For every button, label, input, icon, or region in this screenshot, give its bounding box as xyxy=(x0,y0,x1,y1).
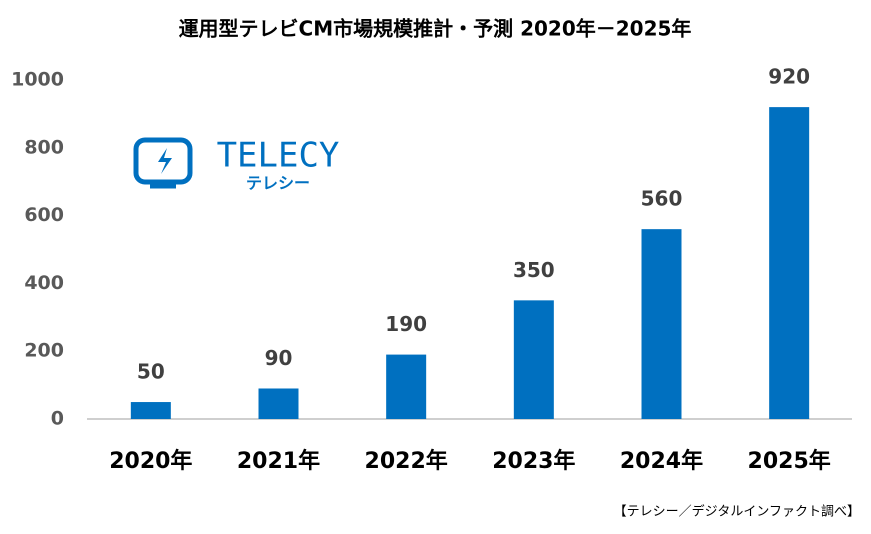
bar xyxy=(386,354,427,419)
source-note: 【テレシー／デジタルインファクト調べ】 xyxy=(614,504,860,520)
x-tick-label: 2023年 xyxy=(492,448,575,474)
bar xyxy=(641,229,682,419)
logo-icon xyxy=(133,137,193,185)
y-tick-label: 0 xyxy=(51,408,64,430)
y-tick-label: 200 xyxy=(24,340,64,362)
logo-kana: テレシー xyxy=(246,174,310,193)
value-label: 190 xyxy=(385,312,427,336)
logo: TELECY テレシー xyxy=(133,136,340,193)
y-tick-label: 1000 xyxy=(11,69,64,91)
logo-bolt xyxy=(158,148,172,174)
value-label: 560 xyxy=(641,187,683,211)
y-tick-label: 600 xyxy=(24,204,64,226)
chart-title: 運用型テレビCM市場規模推計・予測 2020年－2025年 xyxy=(179,17,692,41)
value-label: 920 xyxy=(768,65,810,89)
x-tick-label: 2025年 xyxy=(748,448,831,474)
bar xyxy=(769,107,810,420)
logo-text: TELECY xyxy=(217,136,340,176)
bar xyxy=(130,402,171,419)
x-tick-label: 2022年 xyxy=(365,448,448,474)
x-tick-label: 2020年 xyxy=(109,448,192,474)
value-label: 350 xyxy=(513,258,555,282)
value-label: 90 xyxy=(265,346,293,370)
bar xyxy=(258,388,299,419)
y-tick-label: 800 xyxy=(24,136,64,158)
value-label: 50 xyxy=(137,360,165,384)
x-tick-label: 2021年 xyxy=(237,448,320,474)
bar xyxy=(513,300,554,419)
x-tick-label: 2024年 xyxy=(620,448,703,474)
y-tick-label: 400 xyxy=(24,272,64,294)
